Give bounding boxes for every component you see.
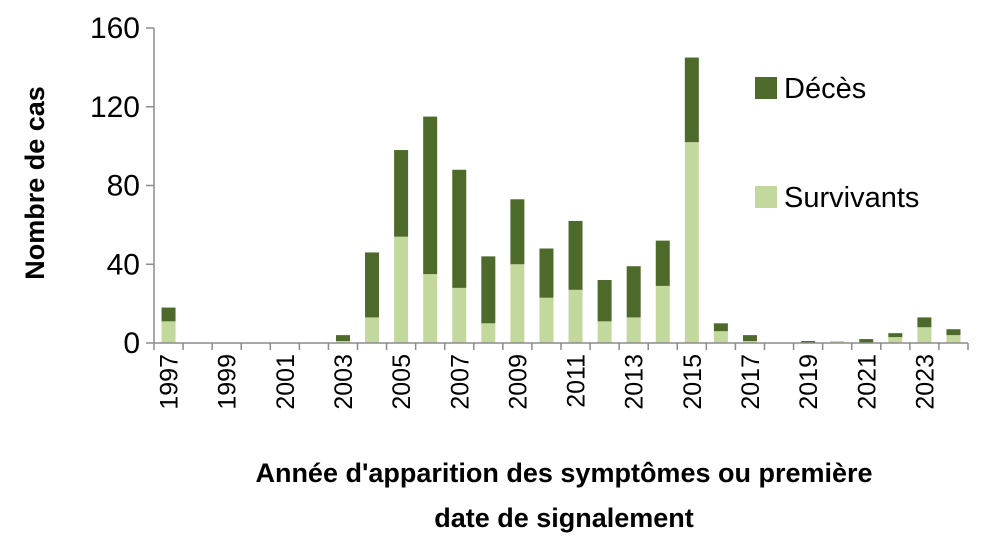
bar-dcs-2004 <box>365 252 380 318</box>
bar-dcs-2019 <box>801 341 816 343</box>
y-axis-title: Nombre de cas <box>20 86 50 280</box>
bar-survivants-2010 <box>539 297 554 343</box>
bar-dcs-2021 <box>859 339 874 343</box>
bar-dcs-1997 <box>161 307 176 322</box>
bar-survivants-2008 <box>481 323 496 343</box>
bar-dcs-2009 <box>510 199 525 265</box>
y-tick-label: 40 <box>107 248 140 281</box>
x-tick-label: 2007 <box>446 354 474 410</box>
bar-survivants-2023 <box>917 327 932 343</box>
bar-survivants-2017 <box>742 341 757 343</box>
bar-survivants-2013 <box>626 317 641 343</box>
bar-survivants-2007 <box>452 287 467 343</box>
bar-dcs-2008 <box>481 256 496 324</box>
bar-dcs-2016 <box>713 323 728 332</box>
x-axis-title-line-2: date de signalement <box>434 503 694 533</box>
legend-swatch <box>755 186 777 208</box>
bar-survivants-2004 <box>365 317 380 343</box>
bar-survivants-1997 <box>161 321 176 343</box>
bar-survivants-2020 <box>830 341 845 343</box>
bar-dcs-2007 <box>452 169 467 288</box>
bar-survivants-2012 <box>597 321 612 343</box>
x-tick-label: 2011 <box>563 354 591 408</box>
x-tick-label: 2019 <box>795 354 823 410</box>
bar-dcs-2023 <box>917 317 932 328</box>
y-tick-label: 80 <box>107 170 140 203</box>
bar-survivants-2005 <box>394 236 409 343</box>
legend-label: Décès <box>784 73 866 105</box>
bar-survivants-2016 <box>713 331 728 343</box>
y-tick-label: 160 <box>90 12 140 45</box>
x-tick-label: 2017 <box>737 354 765 410</box>
bar-dcs-2024 <box>946 329 961 336</box>
bars <box>161 57 961 343</box>
x-tick-label: 2013 <box>621 354 649 410</box>
bar-dcs-2005 <box>394 150 409 237</box>
x-tick-label: 1999 <box>214 354 242 410</box>
bar-dcs-2015 <box>684 57 699 143</box>
legend-swatch <box>755 77 777 99</box>
y-tick-label: 120 <box>90 91 140 124</box>
bar-dcs-2006 <box>423 116 438 275</box>
x-tick-label: 2015 <box>679 354 707 410</box>
bar-survivants-2003 <box>335 341 350 343</box>
bar-dcs-2017 <box>742 335 757 342</box>
bar-dcs-2011 <box>568 220 583 290</box>
bar-dcs-2010 <box>539 248 554 298</box>
y-tick-label: 0 <box>123 327 140 360</box>
bar-survivants-2011 <box>568 289 583 343</box>
y-axis-ticks: 0 40 80 120 160 <box>90 12 154 360</box>
legend: Décès Survivants <box>755 73 919 214</box>
bar-dcs-2013 <box>626 266 641 318</box>
x-tick-label: 2003 <box>330 354 358 410</box>
bar-survivants-2009 <box>510 264 525 343</box>
x-axis-ticks: 1997 1999 2001 2003 2005 2007 2009 2011 2013 2015… <box>153 343 969 410</box>
bar-survivants-2022 <box>888 337 903 343</box>
x-tick-label: 2009 <box>504 354 532 410</box>
x-tick-label: 2005 <box>388 354 416 410</box>
legend-label: Survivants <box>784 182 919 214</box>
bar-dcs-2022 <box>888 333 903 338</box>
bar-dcs-2014 <box>655 240 670 286</box>
x-tick-label: 2001 <box>272 354 300 410</box>
bar-survivants-2014 <box>655 285 670 343</box>
bar-survivants-2006 <box>423 274 438 343</box>
x-axis-title-line-1: Année d'apparition des symptômes ou prem… <box>255 458 872 488</box>
bar-survivants-2024 <box>946 335 961 343</box>
x-tick-label: 2021 <box>853 354 881 410</box>
bar-dcs-2012 <box>597 280 612 322</box>
x-tick-label: 2023 <box>911 354 939 410</box>
bar-survivants-2015 <box>684 142 699 343</box>
x-tick-label: 1997 <box>156 354 184 410</box>
bar-dcs-2003 <box>335 335 350 342</box>
